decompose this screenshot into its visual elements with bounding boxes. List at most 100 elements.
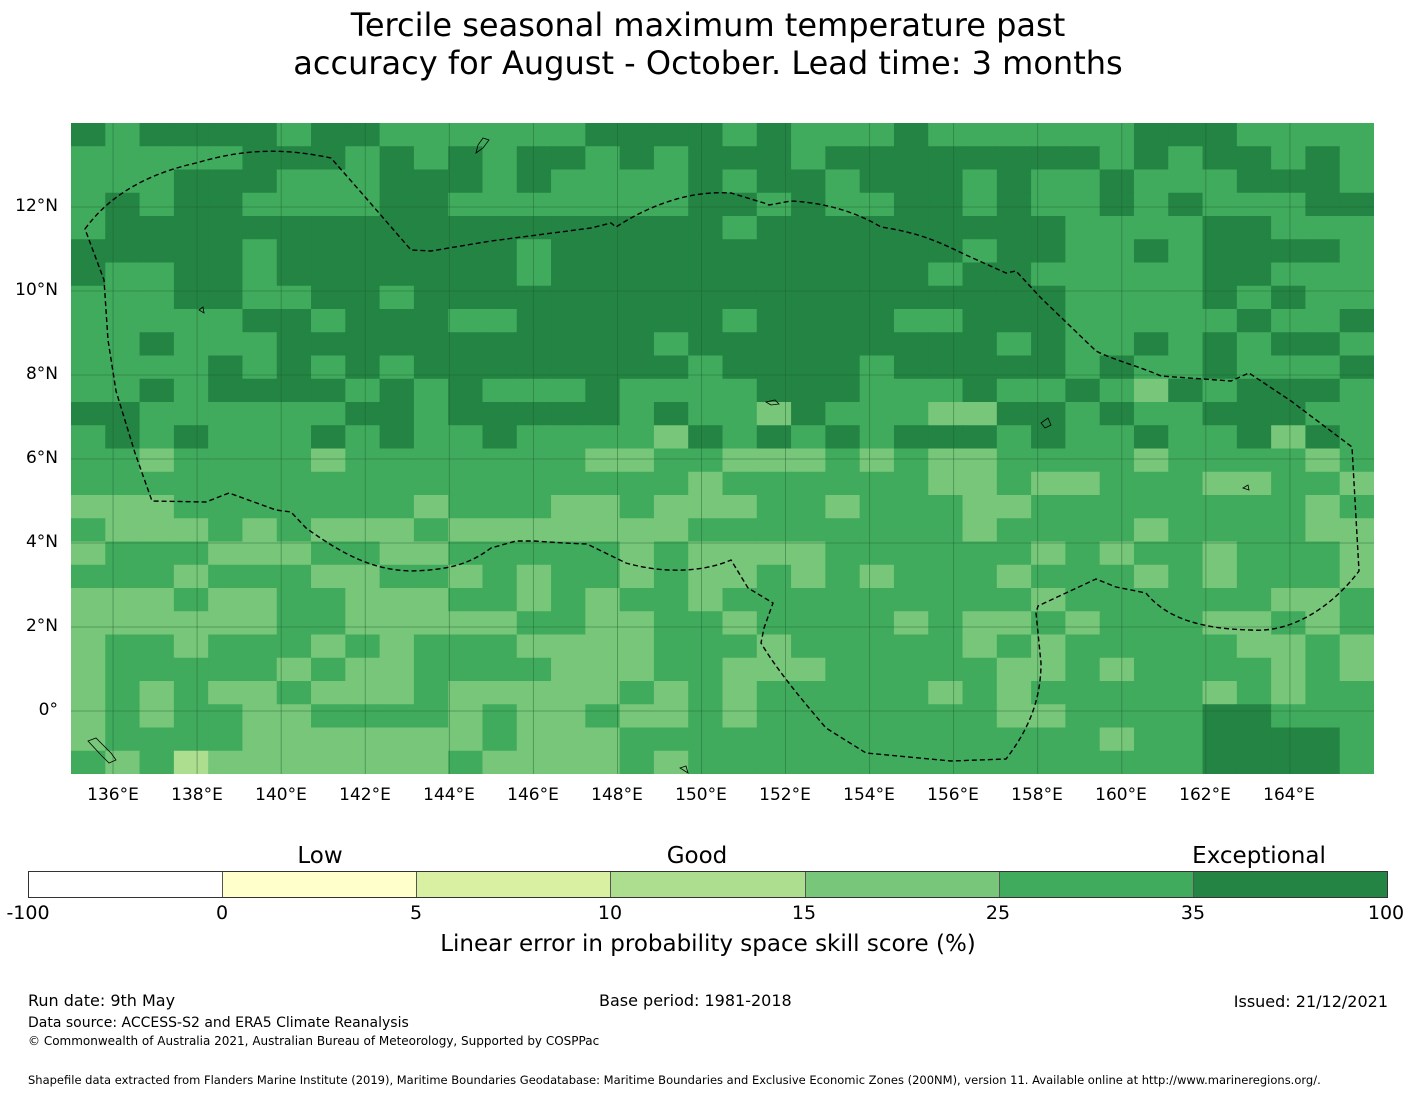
skill-cell — [379, 471, 415, 496]
lon-label-138e: 138°E — [171, 785, 223, 805]
skill-cell — [619, 704, 655, 729]
skill-cell — [791, 681, 826, 705]
skill-cell — [756, 471, 792, 496]
skill-cell — [1202, 541, 1238, 566]
skill-cell — [516, 471, 552, 496]
skill-cell — [448, 727, 484, 752]
skill-cell — [585, 541, 621, 566]
skill-cell — [1339, 681, 1374, 705]
skill-cell — [1168, 541, 1204, 566]
skill-cell — [825, 657, 861, 682]
skill-cell — [311, 216, 346, 240]
skill-cell — [1133, 611, 1169, 636]
skill-cell — [551, 262, 586, 287]
skill-cell — [379, 750, 415, 774]
skill-cell — [276, 588, 312, 612]
skill-cell — [1099, 355, 1135, 380]
skill-cell — [1031, 239, 1066, 264]
skill-cell — [893, 541, 929, 566]
skill-cell — [1168, 146, 1204, 171]
skill-cell — [791, 239, 826, 264]
skill-cell — [1065, 402, 1101, 426]
skill-cell — [1271, 169, 1307, 194]
skill-cell — [688, 564, 724, 589]
skill-cell — [585, 355, 621, 380]
skill-cell — [859, 309, 895, 333]
skill-cell — [379, 402, 415, 426]
skill-cell — [1202, 332, 1238, 357]
skill-cell — [1305, 634, 1341, 659]
skill-cell — [585, 309, 621, 333]
skill-cell — [1339, 285, 1374, 310]
skill-cell — [893, 378, 929, 403]
skill-cell — [345, 471, 381, 496]
skill-cell — [208, 657, 244, 682]
skill-cell — [208, 355, 244, 380]
skill-cell — [139, 541, 175, 566]
skill-cell — [551, 495, 586, 519]
skill-cell — [1031, 541, 1066, 566]
skill-cell — [482, 425, 518, 450]
skill-cell — [1271, 727, 1307, 752]
skill-cell — [1065, 541, 1101, 566]
skill-cell — [996, 332, 1032, 357]
skill-cell — [962, 588, 998, 612]
island-small-1 — [198, 306, 205, 314]
skill-cell — [551, 541, 586, 566]
skill-cell — [825, 192, 861, 217]
skill-cell — [208, 564, 244, 589]
skill-cell — [585, 123, 621, 147]
skill-cell — [722, 169, 758, 194]
skill-cell — [1236, 239, 1272, 264]
skill-cell — [242, 657, 278, 682]
island-kosrae — [1242, 484, 1250, 491]
skill-cell — [1339, 471, 1374, 496]
skill-cell — [71, 425, 106, 450]
skill-cell — [311, 564, 346, 589]
skill-cell — [756, 146, 792, 171]
skill-cell — [653, 681, 689, 705]
skill-cell — [173, 309, 209, 333]
skill-cell — [1305, 378, 1341, 403]
skill-cell — [1305, 309, 1341, 333]
issued-date: Issued: 21/12/2021 — [1233, 992, 1388, 1011]
skill-cell — [756, 192, 792, 217]
skill-cell — [1305, 216, 1341, 240]
skill-cell — [756, 123, 792, 147]
skill-cell — [139, 727, 175, 752]
skill-cell — [448, 402, 484, 426]
skill-cell — [722, 750, 758, 774]
skill-cell — [756, 727, 792, 752]
skill-cell — [1305, 704, 1341, 729]
lat-label-2n: 2°N — [25, 616, 58, 636]
skill-cell — [139, 657, 175, 682]
skill-cell — [242, 216, 278, 240]
skill-cell — [928, 123, 964, 147]
skill-cell — [482, 402, 518, 426]
skill-cell — [619, 541, 655, 566]
skill-cell — [756, 495, 792, 519]
skill-cell — [962, 471, 998, 496]
skill-cell — [1099, 541, 1135, 566]
skill-cell — [688, 541, 724, 566]
skill-cell — [71, 169, 106, 194]
skill-cell — [1339, 146, 1374, 171]
skill-cell — [71, 681, 106, 705]
skill-cell — [1031, 146, 1066, 171]
skill-cell — [345, 588, 381, 612]
skill-cell — [71, 588, 106, 612]
skill-cell — [482, 123, 518, 147]
skill-cell — [345, 355, 381, 380]
skill-cell — [928, 192, 964, 217]
skill-cell — [1168, 681, 1204, 705]
skill-cell — [208, 425, 244, 450]
skill-cell — [311, 169, 346, 194]
skill-cell — [585, 727, 621, 752]
skill-cell — [1339, 495, 1374, 519]
skill-cell — [1065, 634, 1101, 659]
skill-cell — [791, 402, 826, 426]
skill-cell — [893, 448, 929, 473]
skill-cell — [791, 634, 826, 659]
skill-cell — [893, 425, 929, 450]
skill-cell — [1202, 611, 1238, 636]
